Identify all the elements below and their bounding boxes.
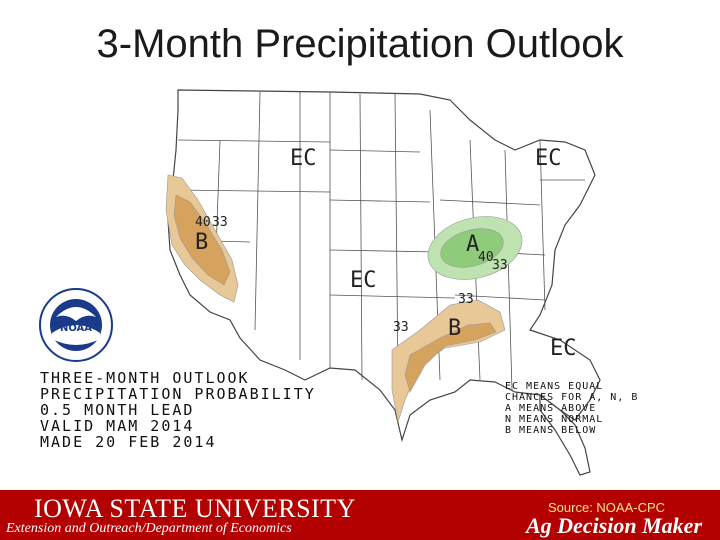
west-below-40-zone: [173, 194, 231, 286]
west-prob-40: 40: [195, 215, 211, 230]
university-name: IOWA STATE UNIVERSITY: [34, 494, 356, 523]
legend-line-5: B MEANS BELOW: [505, 425, 597, 436]
us-map-svg: [165, 89, 601, 476]
noaa-logo-text: NOAA: [60, 323, 92, 334]
gulf-prob-33-top: 33: [458, 292, 474, 307]
legend-block: EC MEANS EQUAL CHANCES FOR A, N, B A MEA…: [505, 381, 638, 436]
gulf-below-40-zone: [404, 322, 497, 393]
ohio-category: A: [466, 232, 480, 257]
west-category: B: [195, 230, 209, 255]
ohio-prob-40: 40: [478, 250, 494, 265]
legend-line-1: EC MEANS EQUAL: [505, 381, 604, 392]
ec-label-northeast: EC: [535, 146, 562, 171]
outlook-map: EC EC EC EC 40 33 B A 40 33 33 33 B: [0, 80, 720, 490]
gulf-category: B: [448, 316, 462, 341]
legend-line-3: A MEANS ABOVE: [505, 403, 597, 414]
ec-label-north-central: EC: [290, 146, 317, 171]
footer-bar: [0, 490, 720, 540]
legend-line-4: N MEANS NORMAL: [505, 414, 604, 425]
west-prob-33: 33: [212, 215, 228, 230]
outlook-line-1: THREE-MONTH OUTLOOK: [40, 369, 250, 387]
legend-line-2: CHANCES FOR A, N, B: [505, 392, 639, 403]
slide-title: 3-Month Precipitation Outlook: [96, 22, 624, 66]
noaa-logo: NOAA: [39, 288, 113, 362]
florida-outline: [539, 393, 591, 476]
outlook-line-3: 0.5 MONTH LEAD: [40, 401, 195, 419]
gulf-prob-33-left: 33: [393, 320, 409, 335]
state-borders: [171, 91, 585, 391]
outlook-line-5: MADE 20 FEB 2014: [40, 433, 217, 451]
ohio-prob-33: 33: [492, 258, 508, 273]
ec-label-southeast: EC: [550, 336, 577, 361]
ec-label-south-central: EC: [350, 268, 377, 293]
us-outline: [167, 89, 601, 443]
source-credit: Source: NOAA-CPC: [548, 500, 666, 515]
outlook-line-4: VALID MAM 2014: [40, 417, 195, 435]
ohio-above-40-zone: [440, 228, 504, 268]
outlook-info-block: THREE-MONTH OUTLOOK PRECIPITATION PROBAB…: [40, 370, 316, 450]
outlook-line-2: PRECIPITATION PROBABILITY: [40, 385, 316, 403]
department-name: Extension and Outreach/Department of Eco…: [6, 521, 292, 536]
brand-name: Ag Decision Maker: [526, 513, 702, 538]
